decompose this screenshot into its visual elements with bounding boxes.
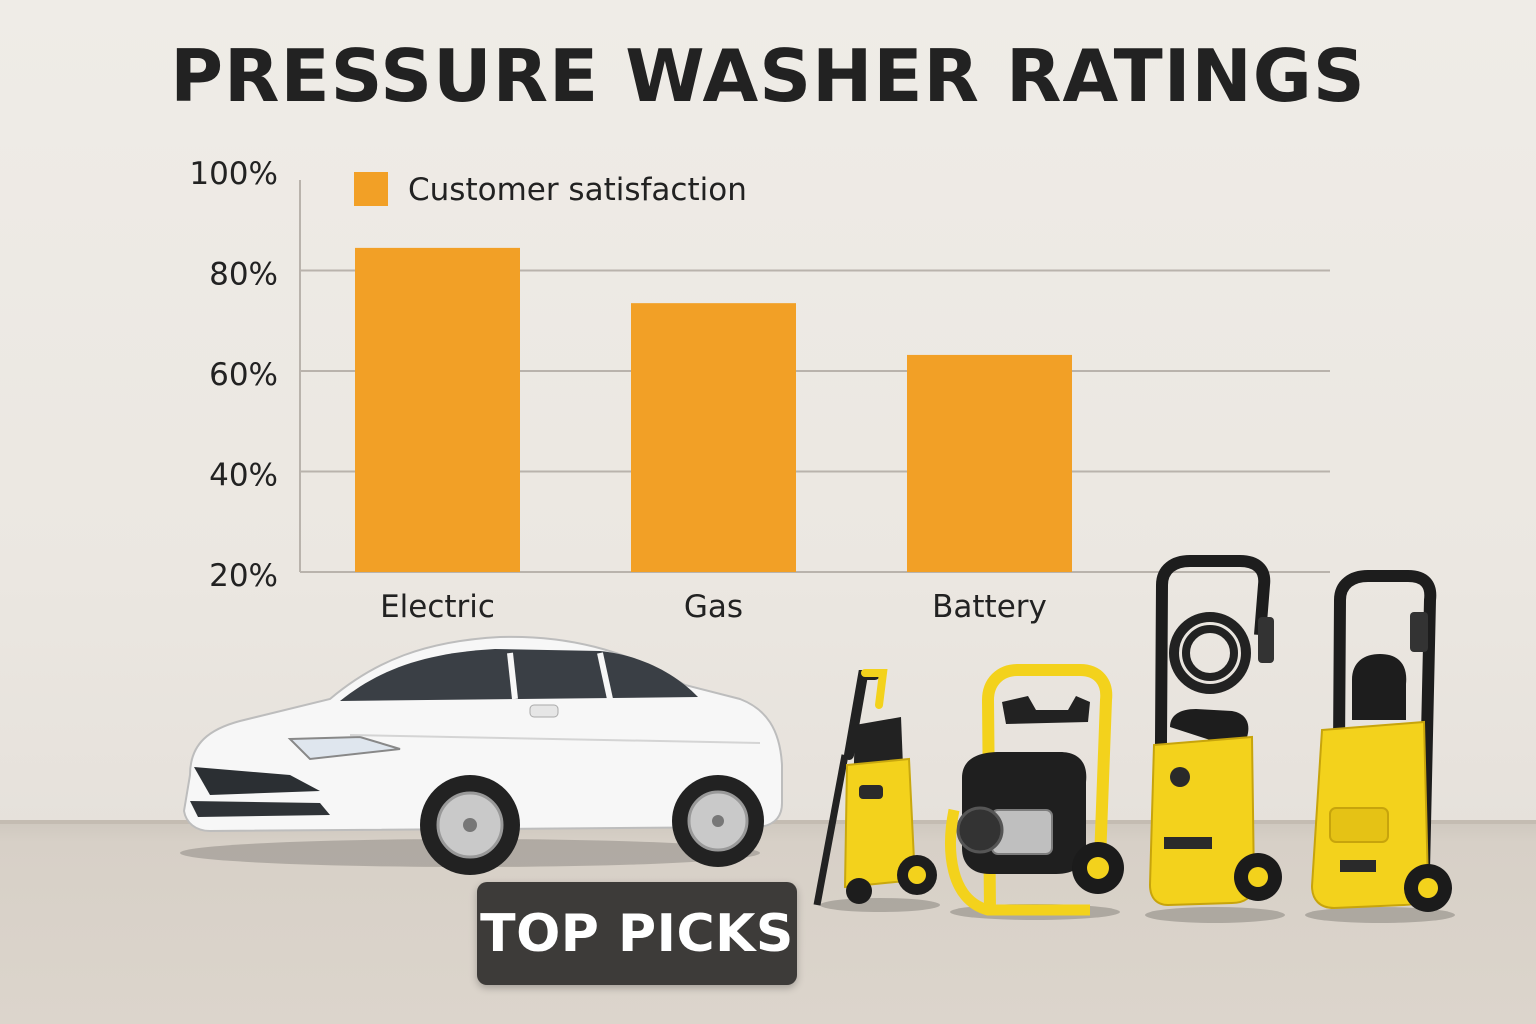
- x-tick-label: Electric: [380, 589, 495, 625]
- upright-pressure-washer-image: [1305, 570, 1455, 923]
- car-image: [180, 635, 783, 875]
- legend-swatch: [354, 172, 388, 206]
- x-tick-label: Gas: [684, 589, 743, 625]
- upright-pressure-washer-with-hose-image: [1145, 555, 1285, 923]
- top-picks-badge: TOP PICKS: [477, 882, 797, 985]
- x-tick-label: Battery: [932, 589, 1047, 625]
- legend-label: Customer satisfaction: [408, 172, 747, 208]
- bar-electric: [355, 247, 520, 572]
- y-tick-label: 20%: [209, 558, 278, 594]
- y-tick-label: 80%: [209, 257, 278, 293]
- bar-chart: 100% 80% 60% 40% 20% Electric Gas Battery Custom…: [189, 156, 1330, 625]
- bar-gas: [631, 303, 796, 572]
- page-title: PRESSURE WASHER RATINGS: [170, 34, 1366, 118]
- y-tick-label: 40%: [209, 458, 278, 494]
- top-picks-label: TOP PICKS: [480, 903, 794, 964]
- gas-pressure-washer-image: [945, 664, 1124, 920]
- y-tick-label: 100%: [189, 156, 278, 192]
- bar-battery: [907, 354, 1072, 572]
- electric-pressure-washer-image: [813, 669, 940, 912]
- y-tick-label: 60%: [209, 357, 278, 393]
